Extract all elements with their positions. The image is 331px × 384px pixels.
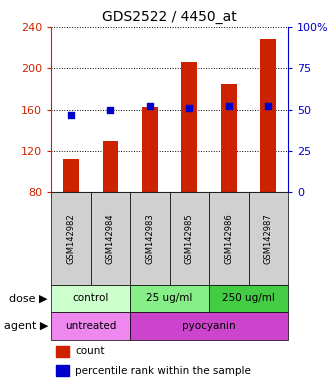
Bar [181,62,197,192]
FancyBboxPatch shape [130,192,169,285]
Point [69,111,74,118]
Text: count: count [75,346,105,356]
Title: GDS2522 / 4450_at: GDS2522 / 4450_at [102,10,237,25]
FancyBboxPatch shape [51,285,130,312]
Text: pyocyanin: pyocyanin [182,321,236,331]
Text: GSM142986: GSM142986 [224,213,233,264]
FancyBboxPatch shape [209,285,288,312]
FancyBboxPatch shape [130,285,209,312]
Text: GSM142985: GSM142985 [185,213,194,264]
FancyBboxPatch shape [91,192,130,285]
Bar [103,141,118,192]
Text: untreated: untreated [65,321,117,331]
Point [226,103,231,109]
Point [265,103,271,109]
Bar [142,106,158,192]
Text: 250 ug/ml: 250 ug/ml [222,293,275,303]
Point [147,103,153,109]
Bar [63,159,79,192]
FancyBboxPatch shape [249,192,288,285]
Text: GSM142982: GSM142982 [67,213,75,264]
Text: dose ▶: dose ▶ [10,293,48,303]
Text: agent ▶: agent ▶ [4,321,48,331]
FancyBboxPatch shape [169,192,209,285]
Text: percentile rank within the sample: percentile rank within the sample [75,366,251,376]
Text: GSM142983: GSM142983 [145,213,155,264]
Bar [56,346,69,357]
Point [108,107,113,113]
Bar [221,84,237,192]
Bar [260,39,276,192]
Text: control: control [72,293,109,303]
FancyBboxPatch shape [130,312,288,340]
FancyBboxPatch shape [51,192,91,285]
Bar [56,365,69,376]
Text: GSM142987: GSM142987 [264,213,273,264]
Point [187,105,192,111]
Text: GSM142984: GSM142984 [106,213,115,264]
Text: 25 ug/ml: 25 ug/ml [146,293,193,303]
FancyBboxPatch shape [209,192,249,285]
FancyBboxPatch shape [51,312,130,340]
